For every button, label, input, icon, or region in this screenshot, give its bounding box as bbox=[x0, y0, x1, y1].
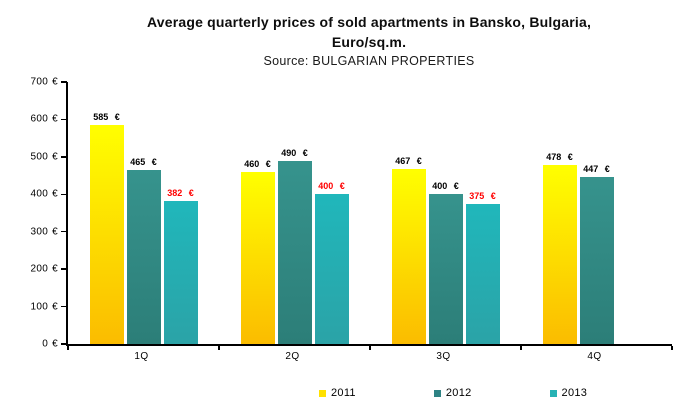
y-axis-tick-label: 0 € bbox=[42, 338, 58, 350]
bar-value-label: 382 € bbox=[167, 188, 194, 199]
bar-2013-3Q bbox=[465, 203, 500, 344]
x-axis-label-3Q: 3Q bbox=[436, 351, 451, 362]
y-axis-tick-label: 400 € bbox=[30, 188, 58, 200]
bar-slot bbox=[617, 82, 651, 344]
y-axis-tick bbox=[61, 268, 67, 270]
bar-value-label: 400 € bbox=[318, 181, 345, 192]
bar-value-label: 490 € bbox=[281, 147, 308, 158]
y-axis-tick-label: 100 € bbox=[30, 301, 58, 313]
bar-slot: 447 € bbox=[579, 82, 614, 344]
bar-2013-1Q bbox=[163, 201, 198, 344]
bar-slot: 400 € bbox=[428, 82, 463, 344]
legend-entry-2012: 2012 bbox=[433, 387, 472, 399]
bar-group-3Q: 467 € 400 € 375 € bbox=[370, 82, 521, 344]
legend: 2011 2012 2013 bbox=[319, 387, 587, 399]
plot-area: 700 € 600 € 500 € 400 € 300 € 200 € 100 € 0 € 5… bbox=[30, 77, 673, 350]
bar-value-label: 585 € bbox=[93, 112, 120, 123]
bar-value-label: 465 € bbox=[130, 156, 157, 167]
bar-2012-2Q bbox=[277, 160, 312, 344]
bar-group-2Q: 460 € 490 € 400 € bbox=[219, 82, 370, 344]
y-axis-tick bbox=[61, 230, 67, 233]
legend-swatch-2011 bbox=[319, 389, 326, 397]
chart-title-block: Average quarterly prices of sold apartme… bbox=[67, 12, 671, 70]
bar-value-label: 478 € bbox=[546, 152, 573, 163]
chart-title-line1: Average quarterly prices of sold apartme… bbox=[146, 14, 592, 30]
bar-2013-2Q bbox=[314, 194, 349, 344]
x-axis-tick bbox=[520, 346, 522, 350]
y-axis-tick bbox=[61, 305, 67, 308]
bar-2011-3Q bbox=[391, 169, 426, 344]
legend-label-2011: 2011 bbox=[331, 387, 356, 399]
y-axis-tick bbox=[61, 81, 67, 83]
bar-slot: 375 € bbox=[465, 82, 500, 344]
bar-value-label: 400 € bbox=[432, 181, 459, 192]
bar-slot: 382 € bbox=[163, 82, 198, 344]
x-axis-tick bbox=[67, 346, 69, 350]
legend-label-2012: 2012 bbox=[445, 387, 472, 399]
legend-swatch-2012 bbox=[433, 389, 441, 397]
bar-value-label: 375 € bbox=[469, 190, 496, 201]
x-axis-label-2Q: 2Q bbox=[285, 351, 300, 362]
bar-value-label: 447 € bbox=[583, 163, 610, 174]
legend-entry-2013: 2013 bbox=[549, 387, 588, 399]
bar-2012-4Q bbox=[579, 176, 614, 344]
x-axis-label-1Q: 1Q bbox=[134, 351, 149, 362]
chart-source: Source: BULGARIAN PROPERTIES bbox=[263, 54, 475, 68]
bar-slot: 467 € bbox=[391, 82, 426, 344]
y-axis-tick-label: 500 € bbox=[30, 151, 58, 163]
bar-slot: 490 € bbox=[277, 82, 312, 344]
bar-value-label: 467 € bbox=[395, 156, 422, 167]
bar-slot: 465 € bbox=[126, 82, 161, 344]
y-axis-tick-label: 300 € bbox=[30, 226, 58, 238]
legend-label-2013: 2013 bbox=[561, 387, 588, 399]
y-axis-tick bbox=[61, 193, 67, 196]
y-axis-tick-label: 200 € bbox=[30, 263, 58, 275]
y-axis-tick bbox=[61, 118, 67, 121]
bar-2011-1Q bbox=[89, 125, 124, 344]
y-axis-tick-label: 600 € bbox=[30, 113, 58, 125]
bar-2012-3Q bbox=[428, 194, 463, 344]
legend-swatch-2013 bbox=[549, 389, 557, 397]
bar-2011-4Q bbox=[542, 165, 577, 344]
legend-entry-2011: 2011 bbox=[319, 387, 356, 399]
bar-group-1Q: 585 € 465 € 382 € bbox=[68, 82, 219, 344]
chart-title-line2: Euro/sq.m. bbox=[331, 34, 407, 50]
x-axis-tick bbox=[218, 346, 220, 350]
x-axis-tick bbox=[369, 346, 371, 350]
bar-groups: 585 € 465 € 382 € 460 € 490 € 400 € 467 € 400 €… bbox=[68, 82, 672, 344]
bar-slot: 460 € bbox=[240, 82, 275, 344]
bar-slot: 400 € bbox=[314, 82, 349, 344]
bar-slot: 585 € bbox=[89, 82, 124, 344]
bar-2011-2Q bbox=[240, 171, 275, 344]
x-axis-label-4Q: 4Q bbox=[587, 351, 602, 362]
bar-slot: 478 € bbox=[542, 82, 577, 344]
y-axis-tick bbox=[61, 156, 67, 158]
bar-value-label: 460 € bbox=[244, 158, 271, 169]
y-axis-tick-label: 700 € bbox=[30, 76, 58, 88]
x-axis-labels: 1Q 2Q 3Q 4Q bbox=[66, 351, 670, 362]
bar-group-4Q: 478 € 447 € bbox=[521, 82, 672, 344]
x-axis-tick bbox=[671, 346, 673, 350]
bar-2012-1Q bbox=[126, 169, 161, 344]
y-axis-tick bbox=[61, 343, 67, 345]
